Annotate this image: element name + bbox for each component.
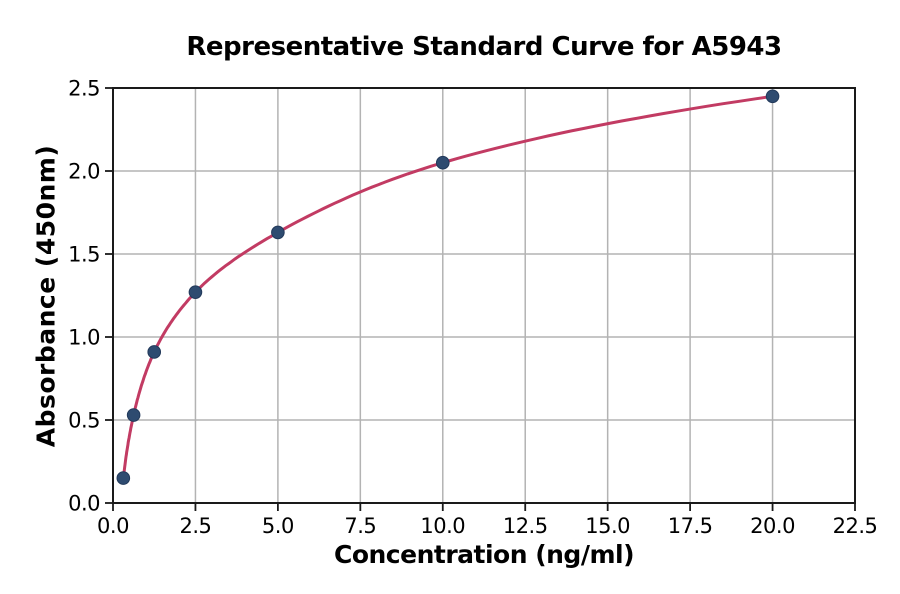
data-point (116, 471, 131, 485)
x-tick-label: 12.5 (503, 514, 548, 538)
data-point (271, 225, 285, 240)
x-tick-label: 22.5 (833, 514, 878, 538)
x-tick-label: 10.0 (420, 514, 465, 538)
axes-spines (112, 87, 856, 504)
x-tick-label: 5.0 (262, 514, 294, 538)
data-point (765, 89, 780, 104)
x-tick-label: 0.0 (97, 514, 129, 538)
y-tick-label: 1.0 (68, 325, 100, 349)
y-tick-label: 0.0 (68, 491, 100, 515)
x-tick-label: 20.0 (750, 514, 795, 538)
y-tick-label: 2.5 (68, 76, 100, 100)
fit-curve (121, 94, 775, 480)
y-tick-label: 1.5 (68, 242, 100, 266)
x-tick-label: 2.5 (179, 514, 211, 538)
data-point (126, 408, 141, 422)
x-tick-label: 7.5 (344, 514, 376, 538)
data-point (188, 285, 203, 299)
x-tick-label: 15.0 (585, 514, 630, 538)
x-axis-label: Concentration (ng/ml) (333, 540, 635, 569)
y-tick-label: 0.5 (68, 408, 100, 432)
x-tick-label: 17.5 (668, 514, 713, 538)
data-point (147, 345, 162, 359)
data-point (435, 155, 450, 170)
chart-title: Representative Standard Curve for A5943 (186, 32, 782, 62)
y-tick-label: 2.0 (68, 159, 100, 183)
